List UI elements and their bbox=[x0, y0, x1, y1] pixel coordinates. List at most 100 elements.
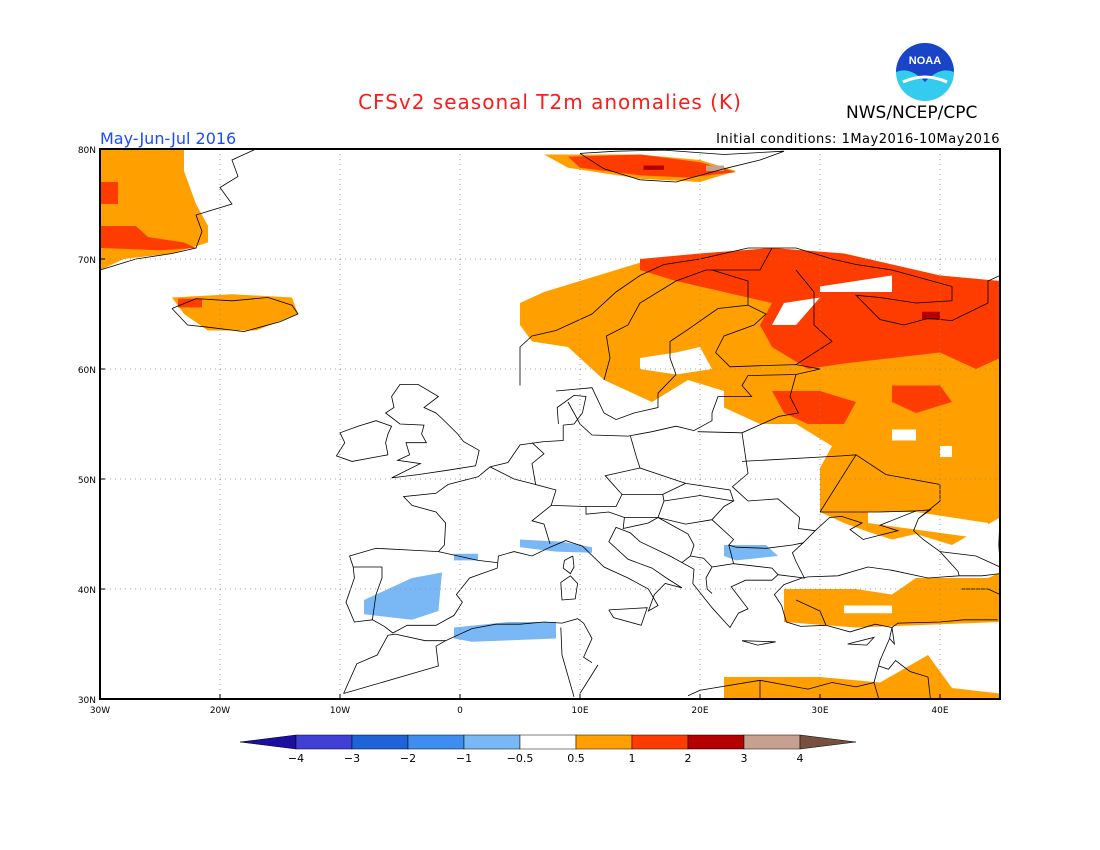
coastline-segment bbox=[820, 510, 917, 513]
coastline-segment bbox=[171, 297, 299, 333]
colorbar-swatch bbox=[295, 734, 353, 750]
neutral-region bbox=[640, 347, 712, 375]
lon-tick-label: 20W bbox=[210, 706, 230, 716]
anomaly-region bbox=[640, 248, 1000, 369]
noaa-logo: NOAA bbox=[896, 43, 954, 101]
lon-tick-label: 10W bbox=[330, 706, 350, 716]
lon-tick-label: 0 bbox=[457, 706, 463, 716]
coastline-segment bbox=[711, 519, 804, 549]
coastline-segment bbox=[711, 269, 749, 306]
coastline-segment bbox=[603, 247, 773, 381]
coastline-segment bbox=[608, 607, 648, 626]
colorbar-swatch bbox=[743, 734, 801, 750]
latitude-labels: 30N 40N 50N 60N 70N 80N bbox=[78, 146, 105, 706]
coastline-segment bbox=[335, 420, 393, 462]
colorbar-label: −2 bbox=[400, 752, 416, 765]
coastline-segment bbox=[733, 563, 779, 575]
map-frame bbox=[99, 148, 1001, 700]
anomaly-region bbox=[172, 294, 298, 331]
coastline-segment bbox=[556, 394, 587, 426]
colorbar-swatch bbox=[407, 734, 465, 750]
anomaly-region bbox=[772, 391, 856, 424]
colorbar-swatch bbox=[799, 734, 857, 750]
neutral-region bbox=[772, 297, 820, 325]
lon-tick-label: 30E bbox=[811, 706, 828, 716]
coastline-segment bbox=[560, 627, 575, 697]
coastline-segment bbox=[622, 517, 695, 563]
coastline-segment bbox=[438, 551, 498, 563]
neutral-region bbox=[844, 605, 892, 614]
coastline-segment bbox=[847, 636, 876, 646]
lat-tick-label: 60N bbox=[78, 366, 96, 376]
colorbar-swatch bbox=[575, 734, 633, 750]
anomaly-region bbox=[784, 572, 1000, 628]
coastline-segment bbox=[697, 374, 800, 434]
coastline-segment bbox=[878, 659, 931, 700]
coastline-segment bbox=[519, 247, 1001, 386]
colorbar-label: −4 bbox=[288, 752, 304, 765]
colorbar-label: −1 bbox=[456, 752, 472, 765]
coastline-segment bbox=[567, 368, 821, 437]
coastline-segment bbox=[873, 682, 880, 700]
colorbar-label: 0.5 bbox=[567, 752, 585, 765]
lon-tick-label: 30W bbox=[90, 706, 110, 716]
coastline-segment bbox=[555, 304, 821, 421]
coastline-segment bbox=[891, 619, 998, 628]
coastline-segment bbox=[795, 599, 827, 626]
anomaly-region bbox=[520, 539, 592, 553]
coastline-segment bbox=[657, 495, 735, 525]
anomaly-region bbox=[178, 298, 202, 308]
coastline-segment bbox=[585, 493, 665, 518]
coastline-segment bbox=[731, 432, 816, 532]
lon-tick-label: 40E bbox=[931, 706, 948, 716]
coastline-segment bbox=[343, 640, 446, 694]
coastline-segment bbox=[99, 148, 257, 271]
anomaly-region bbox=[364, 572, 442, 620]
coastline-segment bbox=[741, 454, 857, 513]
anomaly-region bbox=[724, 655, 1000, 699]
colorbar-swatch bbox=[519, 734, 577, 750]
coastline-segment bbox=[579, 664, 599, 694]
coastline-segment bbox=[531, 505, 552, 545]
colorbar-swatch bbox=[351, 734, 409, 750]
anomaly-region bbox=[100, 226, 196, 251]
anomaly-region bbox=[100, 182, 118, 204]
colorbar-swatch bbox=[239, 734, 297, 750]
graticule bbox=[100, 149, 1000, 699]
coastline-segment bbox=[889, 627, 895, 646]
coastline-segment bbox=[353, 566, 383, 620]
colorbar-label: 3 bbox=[741, 752, 748, 765]
colorbar-label: 1 bbox=[629, 752, 636, 765]
colorbar-label: −3 bbox=[344, 752, 360, 765]
coastline-segment bbox=[343, 618, 593, 694]
anomaly-fill-layer bbox=[100, 149, 1000, 699]
anomaly-region bbox=[892, 385, 952, 413]
coastline-segment bbox=[705, 544, 735, 594]
neutral-region bbox=[820, 275, 892, 292]
lat-tick-label: 70N bbox=[78, 256, 96, 266]
lat-tick-label: 80N bbox=[78, 146, 96, 156]
colorbar-swatch bbox=[463, 734, 521, 750]
noaa-logo-text: NOAA bbox=[909, 55, 941, 67]
coastline-segment bbox=[562, 555, 575, 575]
anomaly-region bbox=[820, 294, 964, 336]
lon-tick-label: 20E bbox=[691, 706, 708, 716]
coastline-segment bbox=[662, 483, 686, 495]
chart-title: CFSv2 seasonal T2m anomalies (K) bbox=[358, 90, 742, 114]
colorbar-label: 4 bbox=[797, 752, 804, 765]
coastline-segment bbox=[939, 551, 1001, 568]
colorbar-swatch bbox=[631, 734, 689, 750]
coastline-segment bbox=[579, 149, 785, 183]
longitude-labels: 30W 20W 10W 0 10E 20E 30E 40E bbox=[90, 694, 949, 716]
lon-tick-label: 10E bbox=[571, 706, 588, 716]
agency-label: NWS/NCEP/CPC bbox=[846, 103, 978, 123]
neutral-region bbox=[940, 446, 952, 457]
neutral-region bbox=[868, 512, 988, 540]
coastline-segment bbox=[560, 575, 579, 601]
colorbar-swatch bbox=[687, 734, 745, 750]
lat-tick-label: 50N bbox=[78, 476, 96, 486]
coastlines bbox=[99, 148, 1001, 700]
season-label: May-Jun-Jul 2016 bbox=[100, 129, 237, 148]
